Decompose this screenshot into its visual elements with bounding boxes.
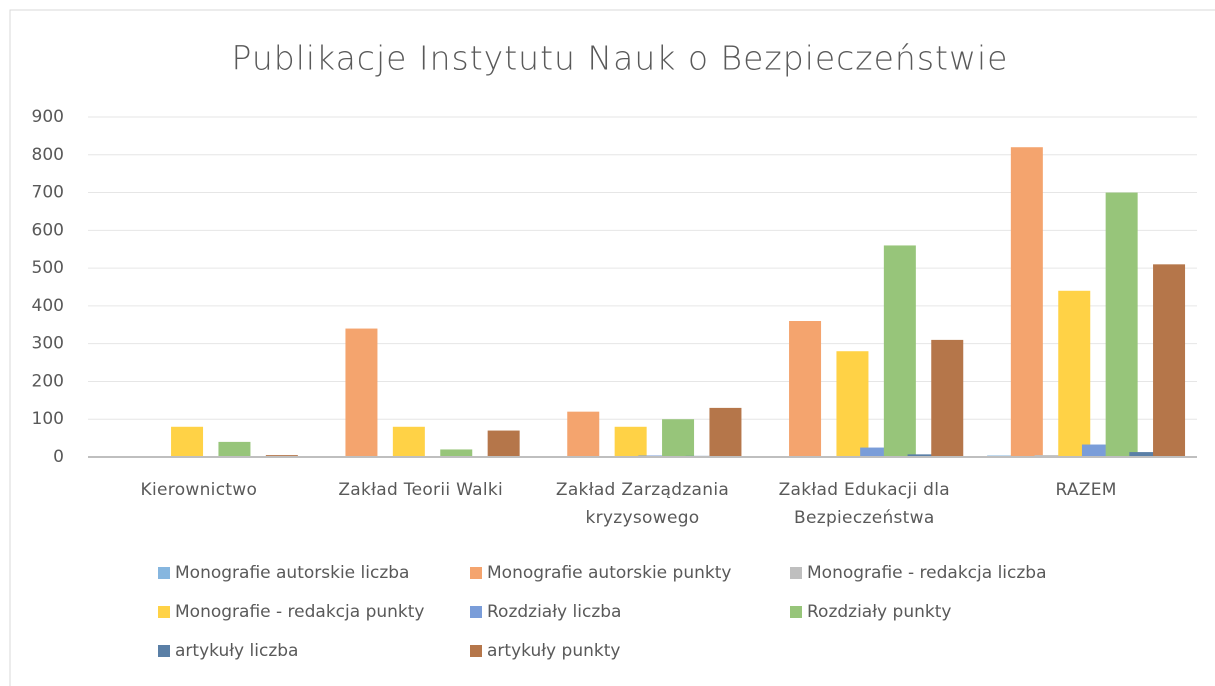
- bar: [218, 441, 251, 457]
- bar: [883, 245, 916, 457]
- bar: [709, 407, 742, 457]
- legend-label: Rozdziały liczba: [487, 602, 621, 622]
- bar: [614, 426, 647, 457]
- bar: [1129, 452, 1162, 457]
- legend-label: Rozdziały punkty: [807, 602, 951, 622]
- legend-swatch: [158, 645, 170, 657]
- bar: [487, 430, 520, 457]
- x-tick-label: Zakład Teorii Walki: [338, 480, 504, 500]
- x-tick-label: Zakład Edukacji dla Bezpieczeństwa: [778, 480, 951, 528]
- bar: [907, 454, 940, 457]
- legend-swatch: [470, 567, 482, 579]
- legend-label: Monografie autorskie punkty: [487, 563, 731, 583]
- legend-swatch: [470, 606, 482, 618]
- legend-swatch: [790, 567, 802, 579]
- bar: [171, 426, 204, 457]
- y-tick-label: 700: [32, 183, 64, 203]
- x-tick-label: RAZEM: [1055, 480, 1117, 500]
- legend-swatch: [158, 567, 170, 579]
- bar: [345, 328, 378, 457]
- legend-label: Monografie - redakcja punkty: [175, 602, 424, 622]
- bar: [1105, 192, 1138, 458]
- y-tick-label: 200: [32, 371, 64, 391]
- legend-label: artykuły punkty: [487, 641, 620, 661]
- y-tick-label: 100: [32, 409, 64, 429]
- bar: [567, 411, 600, 457]
- legend-swatch: [470, 645, 482, 657]
- y-tick-label: 0: [53, 447, 64, 467]
- y-tick-label: 300: [32, 334, 64, 354]
- y-tick-label: 400: [32, 296, 64, 316]
- bar: [931, 339, 964, 457]
- y-tick-label: 500: [32, 258, 64, 278]
- bar: [392, 426, 425, 457]
- legend-label: Monografie - redakcja liczba: [807, 563, 1047, 583]
- legend-label: Monografie autorskie liczba: [175, 563, 409, 583]
- legend-swatch: [790, 606, 802, 618]
- chart-title: Publikacje Instytutu Nauk o Bezpieczeńst…: [232, 39, 1009, 78]
- bar: [789, 321, 822, 457]
- y-tick-label: 600: [32, 220, 64, 240]
- legend-swatch: [158, 606, 170, 618]
- bar: [860, 447, 893, 457]
- y-tick-label: 900: [32, 107, 64, 127]
- x-tick-label: Zakład Zarządzania kryzysowego: [555, 480, 730, 528]
- chart-frame: [9, 9, 1215, 686]
- bar: [1153, 264, 1186, 457]
- bar: [440, 449, 473, 457]
- y-tick-label: 800: [32, 145, 64, 165]
- bar: [662, 419, 695, 457]
- legend-label: artykuły liczba: [175, 641, 298, 661]
- bar: [1058, 290, 1091, 457]
- x-tick-label: Kierownictwo: [140, 480, 258, 500]
- bar: [1010, 147, 1043, 457]
- bar: [836, 351, 869, 457]
